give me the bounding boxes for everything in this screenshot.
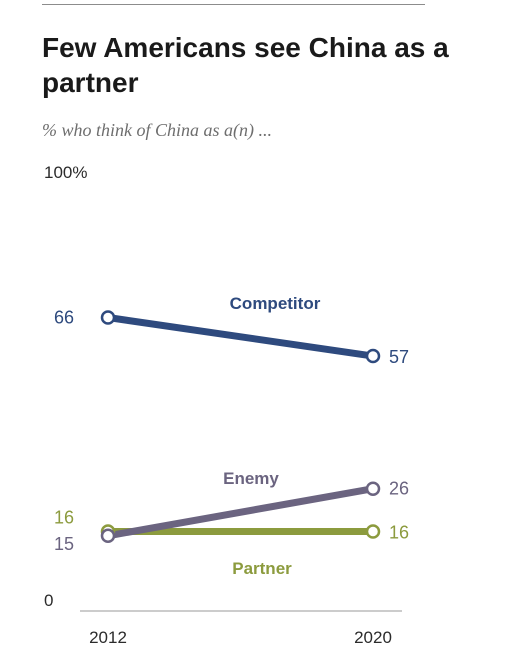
competitor-point-2020 (365, 348, 381, 364)
competitor-series-line (104, 314, 377, 360)
y-tick-label: 100% (44, 163, 87, 182)
x-tick-label: 2020 (354, 628, 392, 647)
competitor-series-label: Competitor (230, 294, 321, 313)
top-rule (42, 4, 425, 5)
competitor-point-2012 (100, 310, 116, 325)
enemy-value-label-2012: 15 (54, 534, 74, 554)
competitor-value-label-2012: 66 (54, 308, 74, 328)
partner-point-2020 (365, 524, 381, 539)
y-tick-label: 0 (44, 591, 53, 610)
partner-series-label: Partner (232, 559, 292, 578)
chart-title: Few Americans see China as a partner (42, 32, 449, 98)
competitor-value-label-2020: 57 (389, 347, 409, 367)
partner-value-label-2020: 16 (389, 523, 409, 543)
partner-value-label-2012: 16 (54, 508, 74, 528)
enemy-value-label-2020: 26 (389, 479, 409, 499)
enemy-point-2020 (365, 481, 381, 496)
enemy-point-2012 (100, 528, 116, 544)
x-tick-label: 2012 (89, 628, 127, 647)
chart-subtitle: % who think of China as a(n) ... (42, 120, 272, 140)
enemy-series-line (104, 485, 377, 540)
enemy-series-label: Enemy (223, 469, 279, 488)
